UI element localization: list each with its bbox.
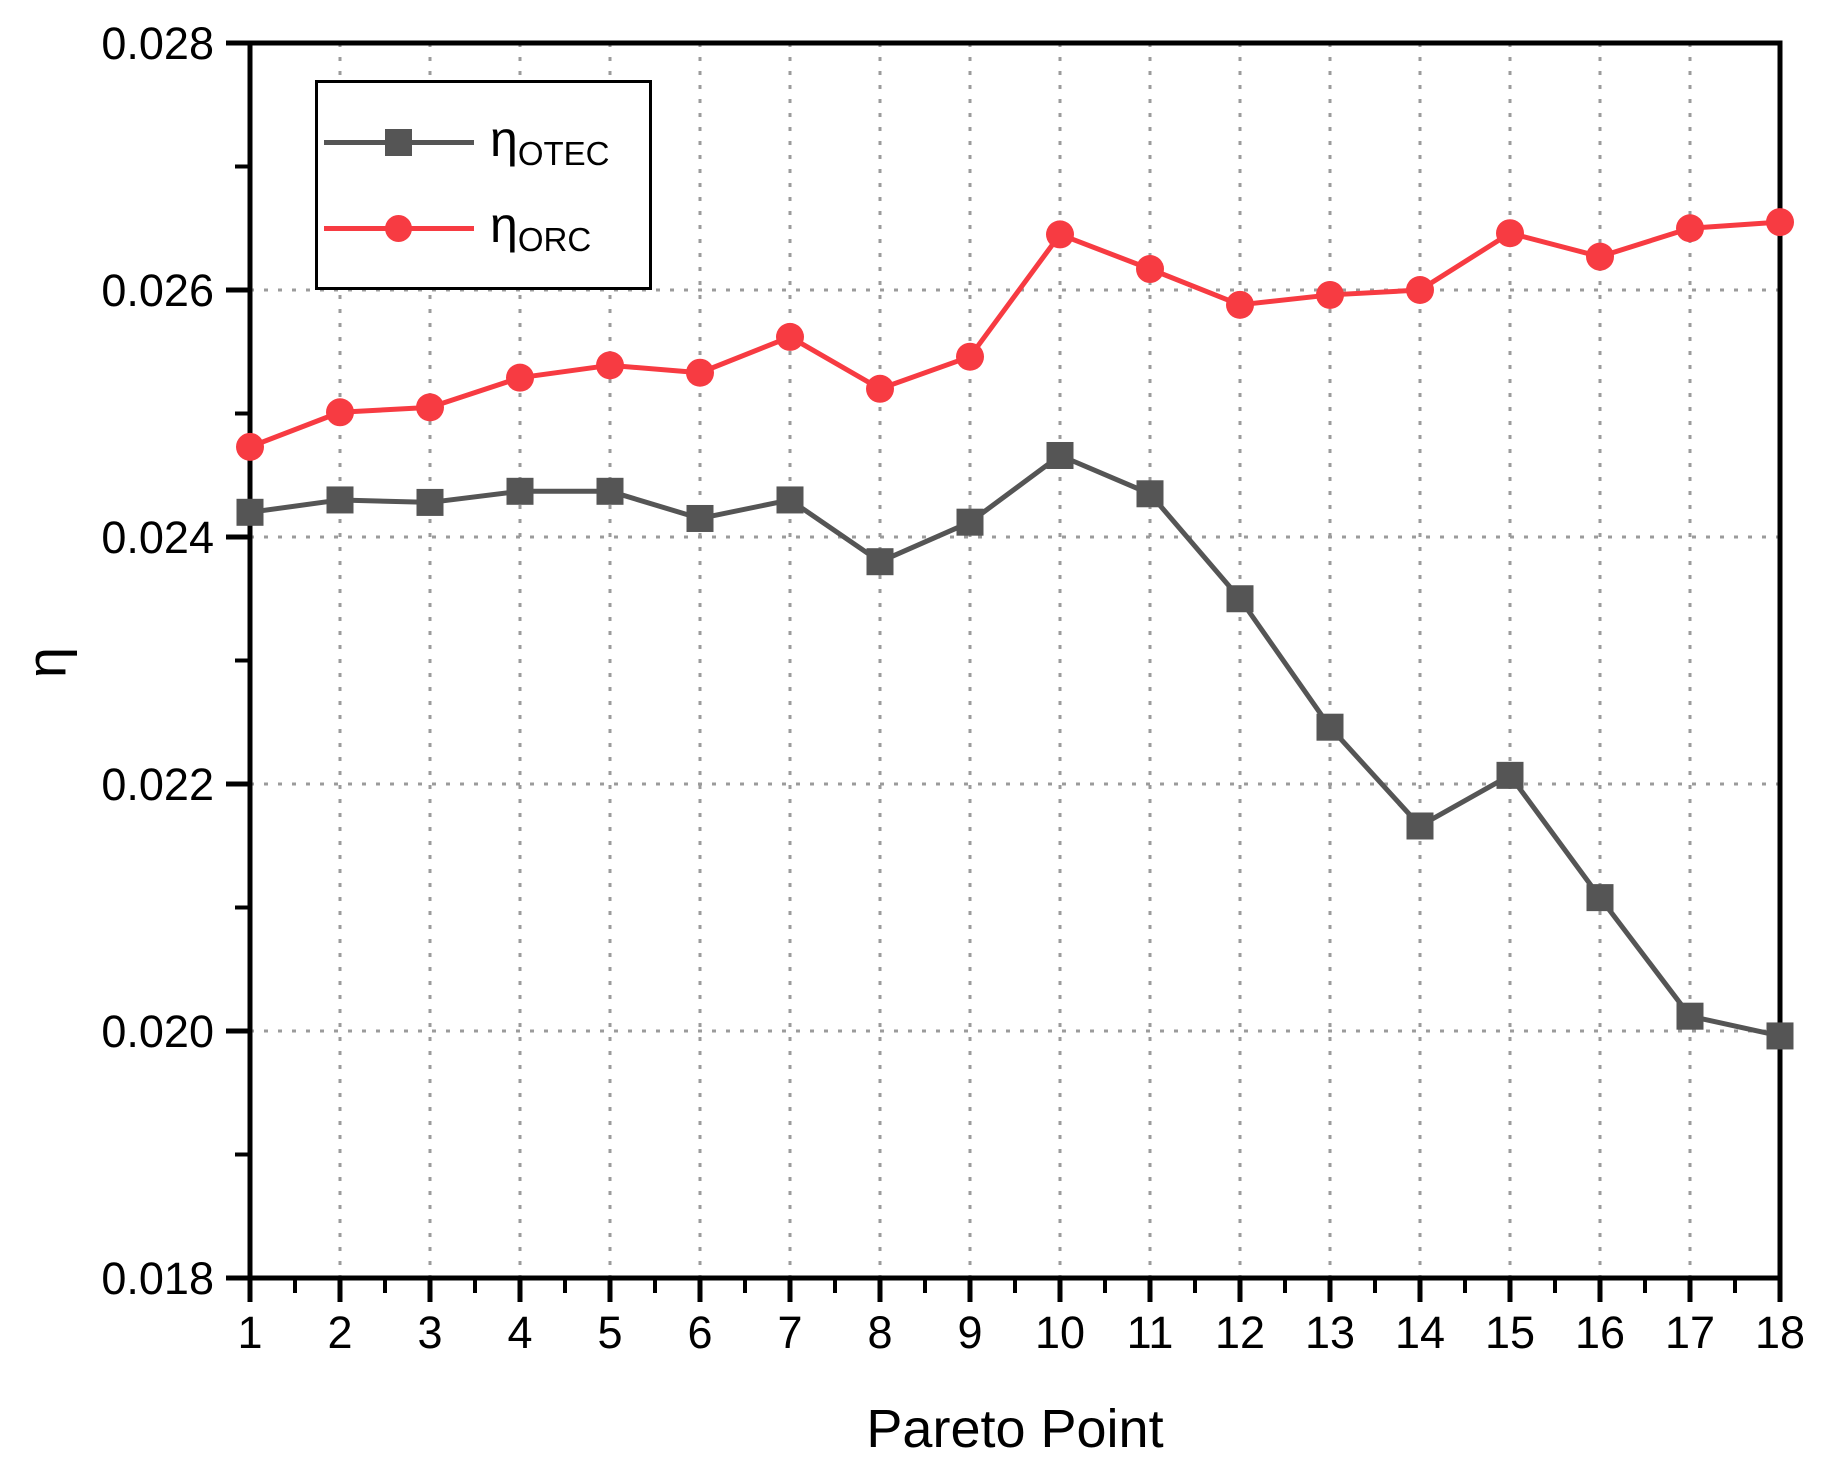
data-point-otec: [1316, 713, 1344, 741]
square-marker-icon: [385, 128, 412, 156]
x-axis-tick-label: 2: [327, 1307, 352, 1358]
data-point-otec: [1496, 761, 1524, 789]
data-point-orc: [1316, 280, 1344, 309]
x-axis-tick-label: 7: [777, 1307, 802, 1358]
x-axis-tick-label: 9: [957, 1307, 982, 1358]
data-point-otec: [1676, 1002, 1704, 1030]
x-axis-tick-label: 15: [1485, 1307, 1535, 1358]
data-point-orc: [416, 393, 444, 422]
legend-sample-otec: [324, 126, 474, 158]
y-axis-tick-label: 0.018: [101, 1253, 214, 1304]
legend: ηOTEC ηORC: [315, 80, 652, 290]
data-point-orc: [1046, 220, 1074, 249]
x-axis-tick-label: 3: [417, 1307, 442, 1358]
data-point-otec: [1406, 812, 1434, 840]
data-point-otec: [1226, 585, 1254, 613]
data-point-otec: [326, 486, 354, 514]
x-axis-tick-label: 5: [597, 1307, 622, 1358]
x-axis-tick-label: 4: [507, 1307, 532, 1358]
legend-label-otec: ηOTEC: [490, 114, 609, 170]
y-axis-tick-label: 0.024: [101, 512, 214, 563]
legend-subscript-otec: OTEC: [517, 134, 610, 172]
data-point-otec: [1586, 884, 1614, 912]
data-point-otec: [1136, 480, 1164, 508]
data-point-orc: [1766, 208, 1794, 237]
data-point-otec: [416, 488, 444, 516]
data-point-otec: [236, 498, 264, 526]
legend-symbol-otec: η: [490, 110, 518, 167]
data-point-orc: [506, 363, 534, 392]
data-point-otec: [956, 508, 984, 536]
y-axis-tick-label: 0.026: [101, 265, 214, 316]
data-point-orc: [1226, 290, 1254, 319]
x-axis-tick-label: 12: [1215, 1307, 1265, 1358]
data-point-otec: [506, 477, 534, 505]
data-point-orc: [1676, 214, 1704, 243]
data-point-otec: [1766, 1022, 1794, 1050]
x-axis-tick-label: 1: [237, 1307, 262, 1358]
legend-sample-orc: [324, 212, 474, 244]
x-axis-tick-label: 14: [1395, 1307, 1445, 1358]
series-line-orc: [249, 219, 1781, 450]
x-axis-tick-label: 17: [1665, 1307, 1715, 1358]
data-point-orc: [1496, 219, 1524, 248]
data-point-orc: [236, 432, 264, 461]
legend-symbol-orc: η: [490, 197, 518, 254]
legend-item-orc: ηORC: [324, 200, 649, 256]
x-axis-tick-label: 8: [867, 1307, 892, 1358]
data-point-otec: [596, 477, 624, 505]
x-axis-tick-label: 11: [1127, 1307, 1174, 1358]
data-point-orc: [596, 351, 624, 380]
data-point-otec: [776, 486, 804, 514]
data-point-orc: [686, 358, 714, 387]
y-axis-title: η: [14, 646, 78, 679]
x-axis-tick-label: 18: [1755, 1307, 1805, 1358]
legend-item-otec: ηOTEC: [324, 114, 649, 170]
x-axis-tick-label: 6: [687, 1307, 712, 1358]
y-axis-tick-label: 0.022: [101, 759, 214, 810]
data-point-orc: [1586, 242, 1614, 271]
legend-subscript-orc: ORC: [517, 221, 592, 259]
x-axis-tick-label: 10: [1035, 1307, 1085, 1358]
x-axis-tick-label: 16: [1575, 1307, 1625, 1358]
data-point-otec: [1046, 441, 1074, 469]
data-point-orc: [776, 322, 804, 351]
data-point-orc: [956, 342, 984, 371]
x-axis-title: Pareto Point: [866, 1399, 1164, 1459]
y-axis-tick-label: 0.028: [101, 18, 214, 69]
plot-frame: [247, 40, 1783, 1281]
circle-marker-icon: [385, 215, 412, 243]
data-point-orc: [1406, 276, 1434, 304]
y-axis-tick-label: 0.020: [101, 1006, 214, 1057]
data-point-orc: [866, 374, 894, 403]
legend-label-orc: ηORC: [490, 200, 591, 256]
data-point-otec: [686, 504, 714, 532]
x-axis-tick-label: 13: [1305, 1307, 1355, 1358]
data-point-orc: [326, 398, 354, 427]
data-point-otec: [866, 548, 894, 576]
data-point-orc: [1136, 255, 1164, 284]
series-line-otec: [249, 452, 1781, 1039]
